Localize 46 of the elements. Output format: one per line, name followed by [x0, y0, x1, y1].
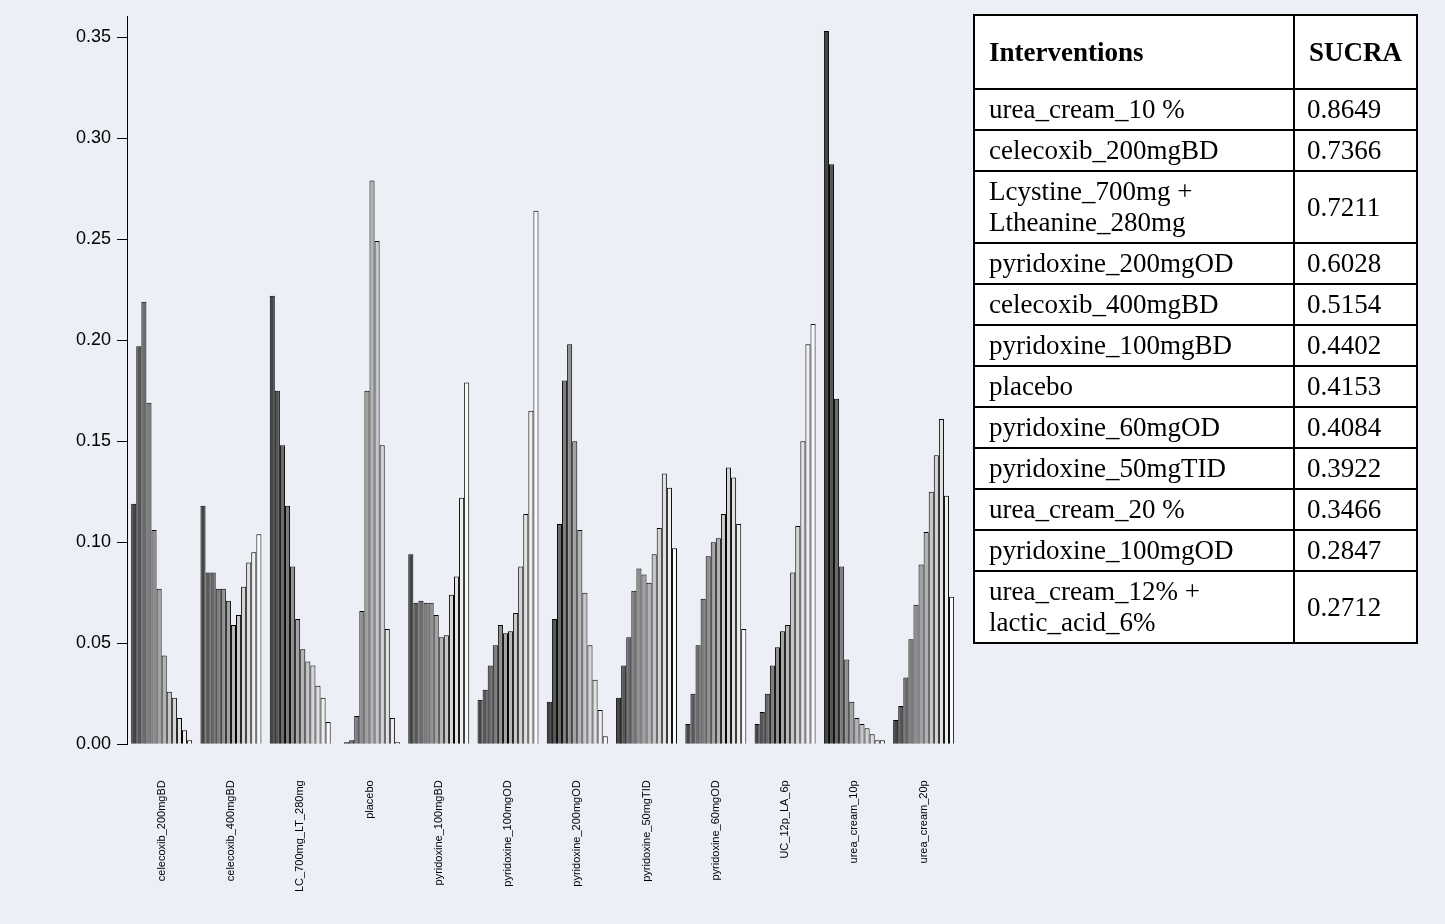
category-label: pyridoxine_50mgTID	[974, 448, 1294, 489]
category-label: pyridoxine_200mgOD	[974, 243, 1294, 284]
category-label: urea_cream_10 %	[974, 89, 1294, 130]
y-tick-label: 0.00	[75, 733, 112, 754]
y-tick-label: 0.20	[75, 329, 112, 350]
category-label: pyridoxine_100mgOD	[974, 530, 1294, 571]
category-label: Lcystine_700mg + Ltheanine_280mg	[974, 171, 1294, 243]
y-tick-label: 0.35	[75, 25, 112, 46]
category-label: urea_cream_20 %	[974, 489, 1294, 530]
x-tick-label: LC_700mg_LT_280mg	[293, 780, 306, 892]
text: Interventions	[974, 15, 1294, 89]
data-label: 0.2712	[1294, 571, 1418, 643]
data-label: 0.4084	[1294, 407, 1418, 448]
x-tick-label: celecoxib_200mgBD	[154, 780, 167, 882]
x-tick-label: pyridoxine_50mgTID	[639, 780, 652, 882]
y-tick-label: 0.10	[75, 531, 112, 552]
data-label: 0.4402	[1294, 325, 1418, 366]
data-label: 0.7366	[1294, 130, 1418, 171]
data-label: 0.6028	[1294, 243, 1418, 284]
x-tick-label: celecoxib_400mgBD	[223, 780, 236, 882]
y-tick-label: 0.05	[75, 632, 112, 653]
data-label: 0.2847	[1294, 530, 1418, 571]
category-label: pyridoxine_60mgOD	[974, 407, 1294, 448]
x-tick-label: pyridoxine_100mgOD	[501, 780, 514, 887]
x-tick-label: urea_cream_20p	[916, 780, 929, 864]
category-label: urea_cream_12% + lactic_acid_6%	[974, 571, 1294, 643]
data-label: 0.4153	[1294, 366, 1418, 407]
category-label: placebo	[974, 366, 1294, 407]
x-tick-label: pyridoxine_100mgBD	[431, 780, 444, 886]
data-label: 0.7211	[1294, 171, 1418, 243]
category-label: pyridoxine_100mgBD	[974, 325, 1294, 366]
y-tick-label: 0.15	[75, 430, 112, 451]
data-label: 0.8649	[1294, 89, 1418, 130]
data-label: 0.3466	[1294, 489, 1418, 530]
x-tick-label: UC_12p_LA_6p	[778, 780, 791, 859]
data-label: 0.3922	[1294, 448, 1418, 489]
x-tick-label: placebo	[362, 780, 375, 819]
x-tick-label: pyridoxine_60mgOD	[708, 780, 721, 881]
x-tick-label: pyridoxine_200mgOD	[570, 780, 583, 887]
x-tick-label: urea_cream_10p	[847, 780, 860, 864]
data-label: 0.5154	[1294, 284, 1418, 325]
y-tick-label: 0.25	[75, 228, 112, 249]
text: SUCRA	[1294, 15, 1418, 89]
category-label: celecoxib_400mgBD	[974, 284, 1294, 325]
y-tick-label: 0.30	[75, 127, 112, 148]
category-label: celecoxib_200mgBD	[974, 130, 1294, 171]
